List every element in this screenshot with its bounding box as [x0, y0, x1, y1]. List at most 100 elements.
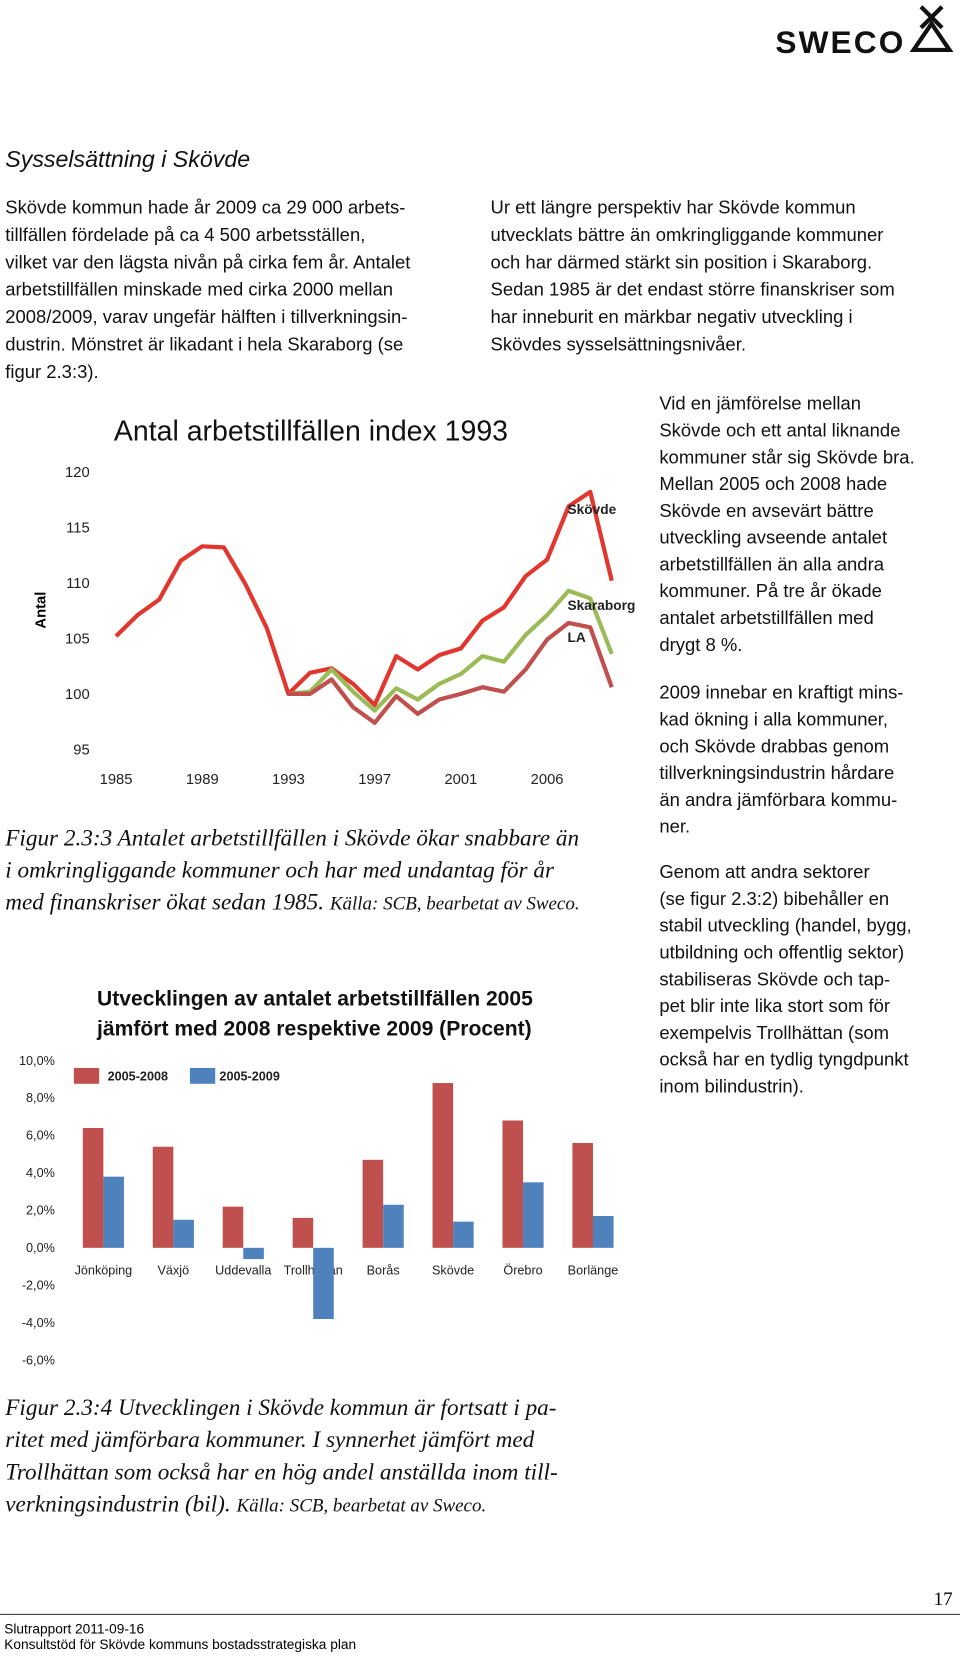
bar	[243, 1247, 264, 1260]
paragraph-line: Sedan 1985 är det endast större finanskr…	[491, 279, 895, 300]
paragraph-line: utveckling avseende antalet	[659, 527, 887, 548]
paragraph-line: Skövde kommun hade år 2009 ca 29 000 arb…	[5, 196, 405, 217]
x-tick-label: Uddevalla	[215, 1264, 272, 1278]
chart-title: jämfört med 2008 respektive 2009 (Procen…	[96, 1017, 532, 1040]
x-tick-label: 2006	[531, 772, 564, 788]
caption-text: Trollhättan som också har en hög andel a…	[5, 1459, 557, 1485]
logo: SWECO	[775, 24, 905, 60]
x-tick-label: Borlänge	[568, 1264, 619, 1278]
y-tick-label: -2,0%	[22, 1279, 55, 1293]
paragraph-line: och Skövde drabbas genom	[659, 735, 889, 756]
x-tick-label: Växjö	[158, 1264, 190, 1278]
paragraph-line: Genom att andra sektorer	[659, 861, 869, 882]
series-line	[288, 588, 614, 713]
bar	[572, 1142, 593, 1248]
caption-text: med finanskriser ökat sedan 1985.	[5, 890, 330, 916]
section-title: Sysselsättning i Skövde	[5, 146, 250, 172]
paragraph-line: antalet arbetstillfällen med	[659, 607, 873, 628]
paragraph-line: dustrin. Mönstret är likadant i hela Ska…	[5, 334, 403, 355]
x-tick-label: Skövde	[432, 1264, 474, 1278]
bar	[383, 1204, 404, 1248]
legend-swatch	[189, 1067, 216, 1084]
x-tick-label: 1985	[100, 772, 133, 788]
y-tick-label: 6,0%	[26, 1129, 55, 1143]
y-tick-label: 115	[66, 521, 90, 537]
paragraph-line: tillverkningsindustrin hårdare	[659, 762, 894, 783]
caption-text: verkningsindustrin (bil).	[5, 1492, 236, 1518]
caption-line: Trollhättan som också har en hög andel a…	[5, 1459, 557, 1485]
page-number: 17	[934, 1589, 953, 1610]
y-tick-label: 110	[66, 576, 90, 592]
y-tick-label: -6,0%	[22, 1353, 55, 1367]
legend-label: 2005-2009	[219, 1070, 279, 1084]
x-tick-label: 1993	[272, 772, 305, 788]
paragraph-line: utbildning och offentlig sektor)	[659, 941, 904, 962]
caption-source: Källa: SCB, bearbetat av Sweco.	[235, 1496, 486, 1517]
paragraph-line: kommuner står sig Skövde bra.	[659, 446, 914, 467]
caption-line: verkningsindustrin (bil). Källa: SCB, be…	[5, 1492, 486, 1518]
paragraph-line: vilket var den lägsta nivån på cirka fem…	[5, 251, 410, 272]
bar	[173, 1219, 194, 1248]
footer-line: Slutrapport 2011-09-16	[4, 1621, 144, 1636]
bar	[453, 1221, 474, 1248]
caption-line: med finanskriser ökat sedan 1985. Källa:…	[5, 890, 579, 916]
paragraph-line: pet blir inte lika stort som för	[659, 995, 890, 1016]
x-tick-label: Jönköping	[75, 1264, 133, 1278]
series-label: Skaraborg	[568, 598, 636, 613]
caption-text: Figur 2.3:4 Utvecklingen i Skövde kommun…	[4, 1395, 556, 1421]
logo-icon	[909, 5, 954, 53]
bar	[432, 1083, 454, 1248]
caption-text: ritet med jämförbara kommuner. I synnerh…	[5, 1427, 534, 1453]
legend-swatch	[73, 1067, 100, 1084]
y-axis-label: Antal	[33, 592, 49, 629]
caption-line: Figur 2.3:4 Utvecklingen i Skövde kommun…	[4, 1395, 556, 1421]
paragraph-line: stabiliseras Skövde och tap-	[659, 968, 890, 989]
paragraph-line: ner.	[659, 816, 690, 837]
paragraph-line: Skövdes sysselsättningsnivåer.	[491, 334, 746, 355]
bar	[592, 1216, 614, 1248]
y-tick-label: 95	[73, 743, 89, 759]
chart-title: Antal arbetstillfällen index 1993	[114, 415, 508, 447]
footer-line: Konsultstöd för Skövde kommuns bostadsst…	[4, 1637, 356, 1652]
y-tick-label: -4,0%	[22, 1316, 55, 1330]
paragraph-line: utvecklats bättre än omkringliggande kom…	[491, 224, 884, 245]
paragraph-line: figur 2.3:3).	[5, 361, 98, 382]
bar	[292, 1217, 314, 1248]
paragraph-line: än andra jämförbara kommu-	[659, 789, 897, 810]
paragraph-line: inom bilindustrin).	[659, 1075, 804, 1096]
series-label: Skövde	[568, 502, 617, 517]
bar	[82, 1127, 104, 1248]
bar	[502, 1120, 524, 1248]
series-line	[288, 620, 614, 725]
y-tick-label: 4,0%	[26, 1166, 55, 1180]
paragraph-line: också har en tydlig tyngdpunkt	[659, 1049, 908, 1070]
caption-line: ritet med jämförbara kommuner. I synnerh…	[5, 1427, 534, 1453]
y-tick-label: 105	[65, 632, 90, 648]
paragraph-line: arbetstillfällen än alla andra	[659, 553, 884, 574]
caption-line: i omkringliggande kommuner och har med u…	[5, 858, 555, 884]
chart-title: Utvecklingen av antalet arbetstillfällen…	[97, 988, 533, 1011]
paragraph-line: (se figur 2.3:2) bibehåller en	[659, 888, 889, 909]
paragraph-line: Mellan 2005 och 2008 hade	[659, 473, 887, 494]
x-tick-label: Örebro	[503, 1264, 542, 1278]
bar	[313, 1247, 334, 1319]
bar	[523, 1182, 544, 1248]
series-label: LA	[568, 630, 586, 645]
paragraph-line: exempelvis Trollhättan (som	[659, 1022, 889, 1043]
y-tick-label: 0,0%	[26, 1241, 55, 1255]
paragraph-line: Skövde en avsevärt bättre	[659, 500, 873, 521]
paragraph-line: kad ökning i alla kommuner,	[659, 709, 888, 730]
caption-source: Källa: SCB, bearbetat av Sweco.	[329, 894, 580, 915]
bar	[362, 1159, 384, 1248]
x-tick-label: Borås	[367, 1264, 400, 1278]
paragraph-line: kommuner. På tre år ökade	[659, 580, 882, 601]
caption-line: Figur 2.3:3 Antalet arbetstillfällen i S…	[4, 825, 579, 851]
paragraph-line: Skövde och ett antal liknande	[659, 419, 900, 440]
paragraph-line: drygt 8 %.	[659, 634, 742, 655]
caption-text: i omkringliggande kommuner och har med u…	[5, 858, 555, 884]
x-tick-label: 2001	[444, 772, 477, 788]
x-tick-label: 1997	[358, 772, 391, 788]
paragraph-line: och har därmed stärkt sin position i Ska…	[491, 251, 873, 272]
